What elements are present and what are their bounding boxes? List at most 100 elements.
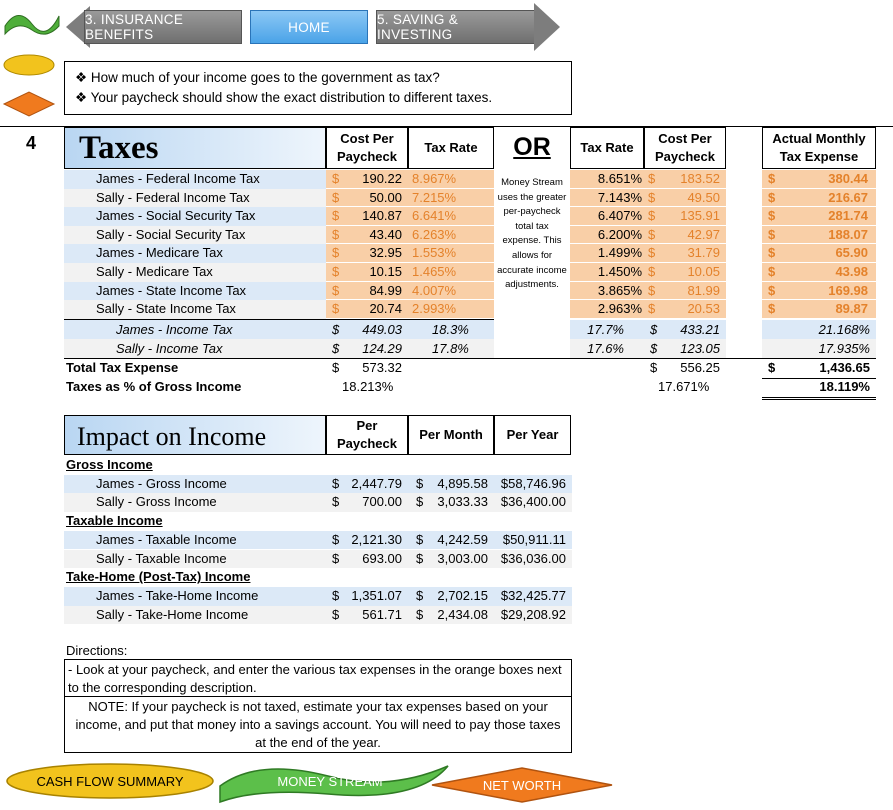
impact-per-month: 3,003.00 [437,550,488,566]
subtotal-row-bg-2 [570,338,726,358]
net-worth-shape [431,767,613,803]
impact-row-label: Sally - Gross Income [96,494,217,510]
subtotal-row-bg-3 [762,319,876,339]
tax-cost-input[interactable]: 190.22 [362,171,402,186]
tax-rate-value: 6.641% [412,208,457,224]
subtotal-rate: 18.3% [432,321,469,337]
total-tax-label: Total Tax Expense [66,359,179,375]
tax-rate-alt: 6.407% [597,208,642,224]
impact-per-year: $36,036.00 [500,550,566,566]
tax-cost-input[interactable]: 32.95 [369,245,402,261]
green-wave-icon[interactable] [2,4,62,44]
currency-symbol: $ [768,301,776,317]
col-tax-rate-2: Tax Rate [570,127,644,169]
currency-symbol: $ [332,494,340,510]
tax-cost-alt: 135.91 [680,208,720,224]
tax-actual-bg [762,225,876,245]
tax-actual-value: 43.98 [835,264,868,279]
impact-per-paycheck: 2,121.30 [351,531,402,547]
tax-cost-alt: 81.99 [687,282,720,298]
taxes-title-box: Taxes [64,127,326,169]
impact-per-year: $29,208.92 [500,606,566,622]
tax-rate-alt: 1.450% [597,264,642,279]
impact-row-label: James - Gross Income [96,475,227,491]
tax-alt-bg [570,300,726,319]
currency-symbol: $ [768,226,776,242]
impact-title-box: Impact on Income [64,415,326,455]
subtotal-rate: 17.8% [432,340,469,356]
tax-cost-alt: 49.50 [687,189,720,205]
subtotal-actual: 21.168% [818,321,870,337]
cash-flow-summary-button[interactable]: CASH FLOW SUMMARY [36,773,184,789]
impact-per-year: $58,746.96 [500,475,566,491]
tax-cost-input[interactable]: 20.74 [369,301,402,317]
currency-symbol: $ [648,282,656,298]
nav-home-button[interactable]: HOME [250,10,368,44]
total-separator [64,357,876,359]
subtotal-row-bg-3 [762,338,876,358]
impact-title: Impact on Income [77,422,267,451]
impact-per-paycheck: 561.71 [362,606,402,622]
subtotal-row-bg [64,319,494,339]
tax-cost-alt: 183.52 [680,171,720,186]
tax-row-bg [64,244,326,263]
currency-symbol: $ [332,359,340,375]
nav-next-button[interactable]: 5. SAVING & INVESTING [376,10,536,44]
tax-cost-input[interactable]: 43.40 [369,226,402,242]
currency-symbol: $ [332,301,340,317]
impact-per-paycheck: 2,447.79 [351,475,402,491]
subtotal-row-bg [64,338,494,358]
tax-row-label: James - Medicare Tax [96,245,223,261]
tax-actual-bg [762,281,876,301]
col-tax-rate: Tax Rate [408,127,494,169]
tax-cost-input[interactable]: 50.00 [369,189,402,205]
impact-per-year: $32,425.77 [500,587,566,603]
nav-prev-button[interactable]: 3. INSURANCE BENEFITS [84,10,242,44]
currency-symbol: $ [416,550,424,566]
col-per-month: Per Month [408,415,494,455]
tax-actual-bg [762,207,876,226]
tax-input-bg [326,263,494,282]
total-tax-cost-alt: 556.25 [680,359,720,375]
directions-text: - Look at your paycheck, and enter the v… [64,659,572,697]
subtotal-actual: 17.935% [818,340,870,356]
orange-diamond-icon[interactable] [2,90,56,118]
subtotal-label: Sally - Income Tax [116,340,223,356]
tax-rate-alt: 6.200% [597,226,642,242]
section-divider [0,126,893,127]
currency-symbol: $ [648,226,656,242]
tax-actual-value: 216.67 [828,189,868,205]
currency-symbol: $ [332,245,340,261]
impact-row-bg [64,586,572,606]
currency-symbol: $ [416,606,424,622]
tax-rate-value: 8.967% [412,171,457,186]
currency-symbol: $ [416,494,424,510]
tax-alt-bg [570,244,726,263]
currency-symbol: $ [332,189,340,205]
yellow-oval-icon[interactable] [2,52,56,78]
taxes-pct-1: 18.213% [342,378,394,394]
tax-cost-input[interactable]: 10.15 [369,264,402,279]
col-cost-per-paycheck: Cost Per Paycheck [326,127,408,169]
currency-symbol: $ [332,340,340,356]
currency-symbol: $ [648,189,656,205]
money-stream-button[interactable]: MONEY STREAM [277,773,383,789]
tax-row-bg [64,170,326,189]
tax-row-bg [64,225,326,245]
impact-per-month: 2,702.15 [437,587,488,603]
impact-per-paycheck: 700.00 [362,494,402,510]
tax-alt-bg [570,225,726,245]
tax-cost-input[interactable]: 140.87 [362,208,402,224]
currency-symbol: $ [768,208,776,224]
currency-symbol: $ [332,321,340,337]
tax-cost-input[interactable]: 84.99 [369,282,402,298]
taxes-pct-2: 17.671% [658,378,710,394]
subtotal-row-bg-2 [570,319,726,339]
currency-symbol: $ [332,475,340,491]
impact-per-paycheck: 693.00 [362,550,402,566]
impact-row-label: James - Taxable Income [96,531,237,547]
tax-input-bg [326,188,494,208]
impact-row-bg [64,493,572,513]
net-worth-button[interactable]: NET WORTH [482,777,562,793]
tax-rate-value: 6.263% [412,226,457,242]
